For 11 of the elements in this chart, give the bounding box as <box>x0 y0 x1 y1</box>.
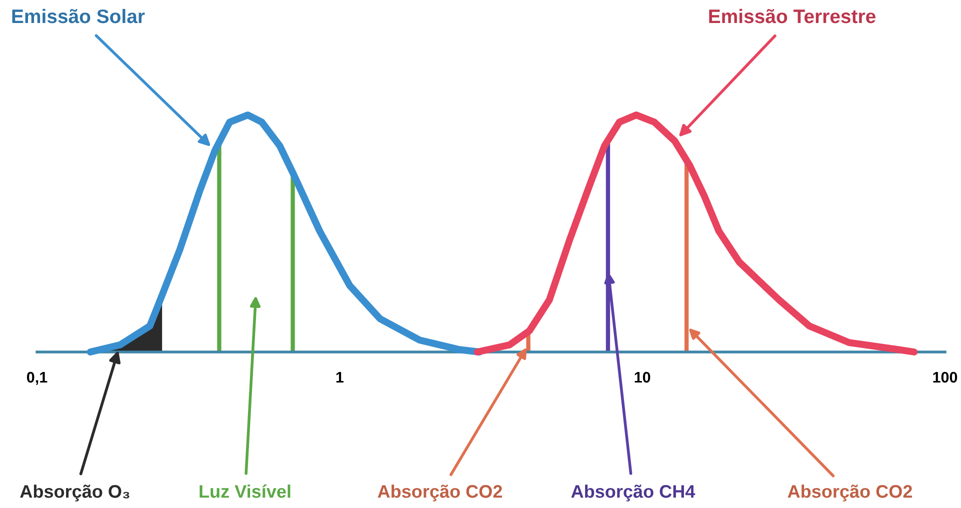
text: Absorção O₃ <box>20 484 130 502</box>
x-tick-label: 100 <box>933 372 958 383</box>
ref-line-label: Absorção CH4 <box>571 484 696 502</box>
text: Emissão Solar <box>12 8 145 24</box>
x-tick-label: 1 <box>336 372 344 383</box>
text: Luz Visível <box>200 484 290 498</box>
x-tick-label: 10 <box>634 372 650 383</box>
x-tick-label: 0,1 <box>26 372 48 385</box>
ref-line-label: Absorção CO2 <box>378 484 502 502</box>
text: Emissão Terrestre <box>709 8 876 24</box>
ref-line-label: Absorção CO2 <box>788 484 912 502</box>
